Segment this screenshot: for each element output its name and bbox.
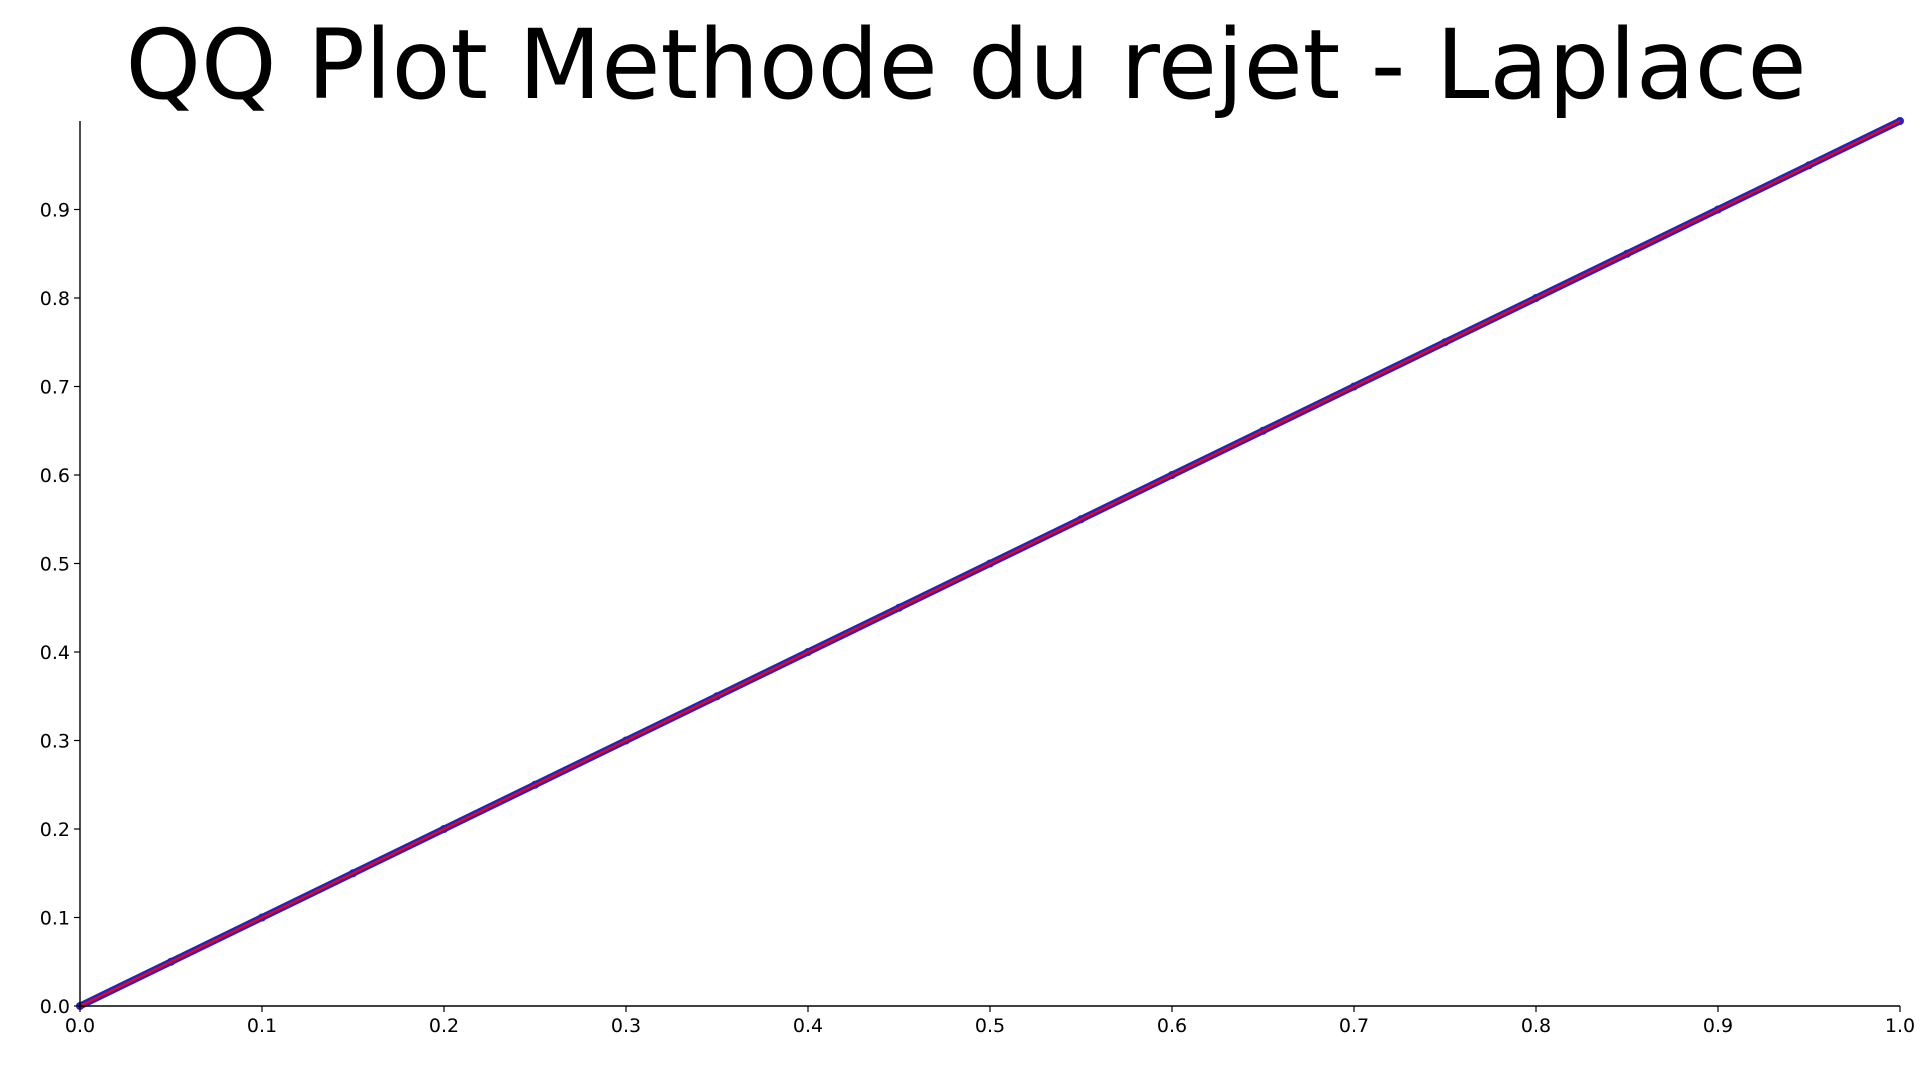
y-tick-label: 0.3 [40, 731, 70, 753]
y-tick-label: 0.9 [40, 200, 70, 222]
axes: 0.0 0.1 0.2 0.3 0.4 0.5 0.6 0.7 0.8 0.9 1.0 0.0 0.1 0… [40, 121, 1915, 1037]
y-tick-label: 0.1 [40, 908, 70, 930]
y-tick-label: 0.0 [40, 996, 70, 1018]
x-tick-label: 0.7 [1339, 1015, 1369, 1037]
x-tick-label: 0.6 [1157, 1015, 1187, 1037]
x-tick-label: 0.0 [65, 1015, 95, 1037]
x-tick-label: 0.2 [429, 1015, 459, 1037]
plot-area [76, 117, 1904, 1010]
y-tick-label: 0.5 [40, 554, 70, 576]
y-tick-label: 0.4 [40, 642, 70, 664]
x-tick-label: 1.0 [1885, 1015, 1915, 1037]
reference-line [79, 120, 1901, 1007]
x-tick-label: 0.5 [975, 1015, 1005, 1037]
y-tick-label: 0.7 [40, 377, 70, 399]
chart-title: QQ Plot Methode du rejet - Laplace [125, 9, 1806, 121]
x-tick-label: 0.8 [1521, 1015, 1551, 1037]
x-tick-label: 0.9 [1703, 1015, 1733, 1037]
x-tick-label: 0.4 [793, 1015, 823, 1037]
y-tick-label: 0.6 [40, 465, 70, 487]
x-tick-label: 0.3 [611, 1015, 641, 1037]
y-tick-label: 0.2 [40, 819, 70, 841]
y-tick-label: 0.8 [40, 288, 70, 310]
x-tick-label: 0.1 [247, 1015, 277, 1037]
